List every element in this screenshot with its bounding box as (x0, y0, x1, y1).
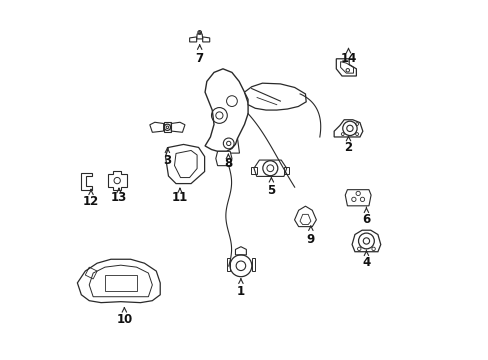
Text: 2: 2 (344, 136, 352, 154)
Text: 3: 3 (163, 148, 171, 167)
Polygon shape (333, 120, 362, 137)
Text: 6: 6 (362, 207, 370, 226)
Polygon shape (294, 206, 316, 226)
Polygon shape (351, 230, 380, 252)
Polygon shape (244, 83, 305, 110)
Polygon shape (204, 69, 247, 151)
Polygon shape (165, 144, 204, 184)
Text: 11: 11 (171, 188, 188, 204)
Polygon shape (107, 171, 126, 190)
Text: 5: 5 (267, 177, 275, 197)
Text: 13: 13 (111, 188, 127, 204)
Polygon shape (215, 151, 231, 166)
Polygon shape (345, 190, 370, 206)
Polygon shape (77, 259, 160, 303)
Text: 12: 12 (83, 189, 99, 208)
Text: 14: 14 (340, 48, 356, 64)
Text: 8: 8 (224, 154, 232, 170)
Text: 4: 4 (362, 250, 370, 269)
Polygon shape (336, 59, 356, 76)
Polygon shape (81, 173, 92, 190)
Text: 10: 10 (116, 307, 132, 327)
Text: 7: 7 (195, 45, 203, 64)
Text: 9: 9 (306, 226, 314, 246)
Text: 1: 1 (236, 279, 244, 298)
